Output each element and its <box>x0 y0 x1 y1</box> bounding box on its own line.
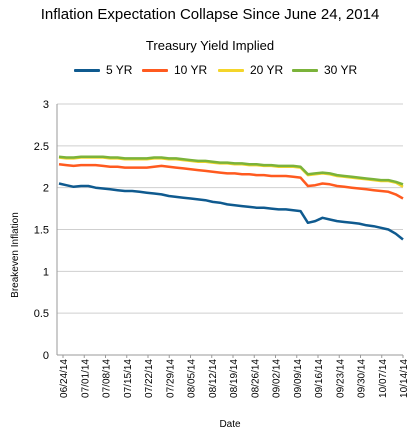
legend-item-5yr: 5 YR <box>74 63 132 77</box>
legend-label-10yr: 10 YR <box>174 63 208 77</box>
x-tick-label: 08/19/14 <box>229 359 240 398</box>
x-tick-label: 08/05/14 <box>187 359 198 398</box>
legend-swatch-5yr <box>74 68 100 72</box>
y-tick-label: 1.5 <box>34 225 49 237</box>
x-tick-label: 07/22/14 <box>144 359 155 398</box>
legend-label-20yr: 20 YR <box>250 63 284 77</box>
x-tick-label: 08/12/14 <box>208 359 219 398</box>
x-tick-label: 09/16/14 <box>314 359 325 398</box>
x-tick-label: 09/30/14 <box>357 359 368 398</box>
legend-swatch-20yr <box>218 68 244 72</box>
series-line-10yr <box>58 162 404 200</box>
legend-label-30yr: 30 YR <box>324 63 358 77</box>
legend-item-10yr: 10 YR <box>142 63 207 77</box>
legend-item-30yr: 30 YR <box>292 63 357 77</box>
legend-item-20yr: 20 YR <box>218 63 283 77</box>
y-tick-label: 2 <box>43 183 49 195</box>
x-tick-label: 09/23/14 <box>335 359 346 398</box>
series-line-30yr <box>58 155 404 186</box>
chart-subtitle: Treasury Yield Implied <box>145 38 275 53</box>
y-tick-label: 0.5 <box>34 308 49 320</box>
legend-swatch-30yr <box>292 68 318 72</box>
y-tick-label: 0 <box>43 350 49 362</box>
legend-swatch-10yr <box>142 68 168 72</box>
y-tick-label: 1 <box>43 266 49 278</box>
x-tick-label: 09/09/14 <box>293 359 304 398</box>
x-tick-label: 06/24/14 <box>59 359 70 398</box>
y-tick-label: 2.5 <box>34 141 49 153</box>
x-tick-label: 07/29/14 <box>165 359 176 398</box>
x-tick-label: 07/08/14 <box>102 359 113 398</box>
x-tick-label: 07/01/14 <box>80 359 91 398</box>
series-line-5yr <box>58 182 404 241</box>
chart-title: Inflation Expectation Collapse Since Jun… <box>40 6 380 23</box>
x-tick-label: 08/26/14 <box>250 359 261 398</box>
x-tick-label: 09/02/14 <box>272 359 283 398</box>
x-tick-label: 10/14/14 <box>399 359 410 398</box>
x-tick-label: 07/15/14 <box>123 359 134 398</box>
x-tick-label: 10/07/14 <box>378 359 389 398</box>
y-axis-label: Breakeven Inflation <box>10 212 21 298</box>
x-axis-label: Date <box>219 419 241 430</box>
y-tick-label: 3 <box>43 99 49 111</box>
legend-label-5yr: 5 YR <box>106 63 133 77</box>
